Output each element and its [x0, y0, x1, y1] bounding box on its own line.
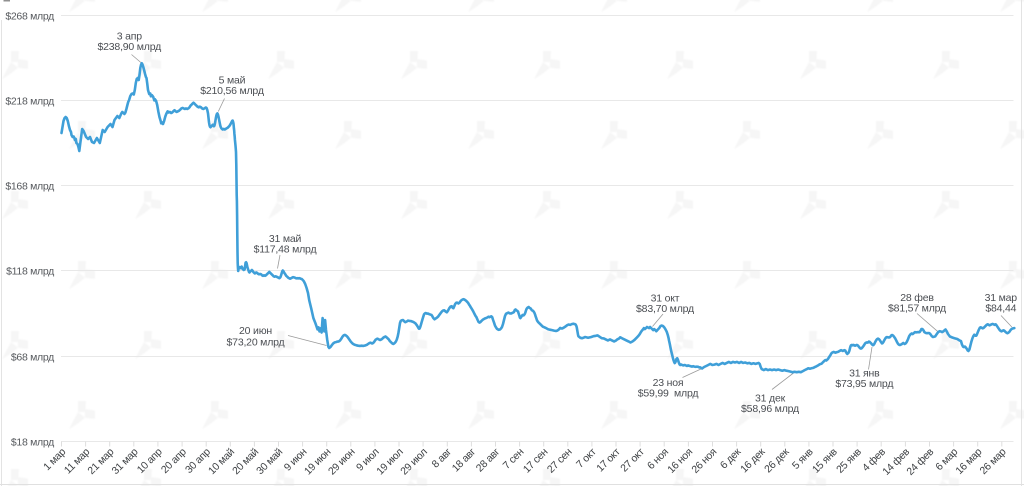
- svg-text:31 окт: 31 окт: [651, 293, 680, 305]
- svg-text:$210,56 млрд: $210,56 млрд: [200, 85, 264, 97]
- svg-text:$73,20 млрд: $73,20 млрд: [227, 337, 285, 349]
- svg-text:25 янв: 25 янв: [834, 446, 864, 476]
- svg-text:20 апр: 20 апр: [159, 446, 189, 476]
- svg-text:$117,48 млрд: $117,48 млрд: [254, 243, 317, 255]
- svg-text:26 мар: 26 мар: [978, 446, 1009, 477]
- svg-text:16 дек: 16 дек: [738, 446, 768, 476]
- svg-text:20 июн: 20 июн: [239, 325, 272, 337]
- svg-text:$18 млрд: $18 млрд: [11, 437, 54, 449]
- svg-text:$73,95 млрд: $73,95 млрд: [835, 378, 893, 390]
- svg-text:31 май: 31 май: [269, 233, 302, 245]
- svg-text:15 янв: 15 янв: [810, 446, 840, 476]
- svg-text:31 дек: 31 дек: [755, 393, 786, 405]
- svg-text:5 май: 5 май: [219, 75, 246, 87]
- svg-text:$218 млрд: $218 млрд: [5, 96, 54, 108]
- svg-text:27 окт: 27 окт: [618, 446, 647, 475]
- svg-text:$58,96 млрд: $58,96 млрд: [741, 403, 799, 415]
- svg-text:17 окт: 17 окт: [594, 446, 623, 475]
- svg-text:24 фев: 24 фев: [904, 446, 936, 478]
- svg-text:31 мар: 31 мар: [985, 292, 1018, 304]
- svg-text:28 фев: 28 фев: [900, 292, 934, 304]
- svg-text:$81,57 млрд: $81,57 млрд: [888, 303, 946, 315]
- svg-text:29 июн: 29 июн: [326, 446, 358, 478]
- svg-text:31 янв: 31 янв: [849, 368, 880, 380]
- svg-text:31 мар: 31 мар: [110, 446, 141, 477]
- svg-text:26 ноя: 26 ноя: [689, 446, 719, 476]
- svg-text:$168 млрд: $168 млрд: [5, 181, 54, 193]
- svg-text:$118 млрд: $118 млрд: [6, 266, 54, 278]
- svg-text:$238,90 млрд: $238,90 млрд: [98, 41, 162, 53]
- svg-text:26 дек: 26 дек: [762, 446, 792, 476]
- svg-text:23 ноя: 23 ноя: [653, 377, 684, 389]
- svg-text:$59,99 млрд: $59,99 млрд: [638, 388, 699, 400]
- svg-text:28 авг: 28 авг: [474, 446, 503, 475]
- svg-text:$268 млрд: $268 млрд: [5, 11, 54, 23]
- svg-text:27 сен: 27 сен: [545, 446, 575, 476]
- svg-text:18 авг: 18 авг: [450, 446, 479, 475]
- svg-text:$68 млрд: $68 млрд: [11, 352, 54, 364]
- svg-text:3 апр: 3 апр: [117, 31, 142, 43]
- svg-text:$83,70 млрд: $83,70 млрд: [636, 303, 694, 315]
- svg-text:$84,44: $84,44: [985, 303, 1016, 315]
